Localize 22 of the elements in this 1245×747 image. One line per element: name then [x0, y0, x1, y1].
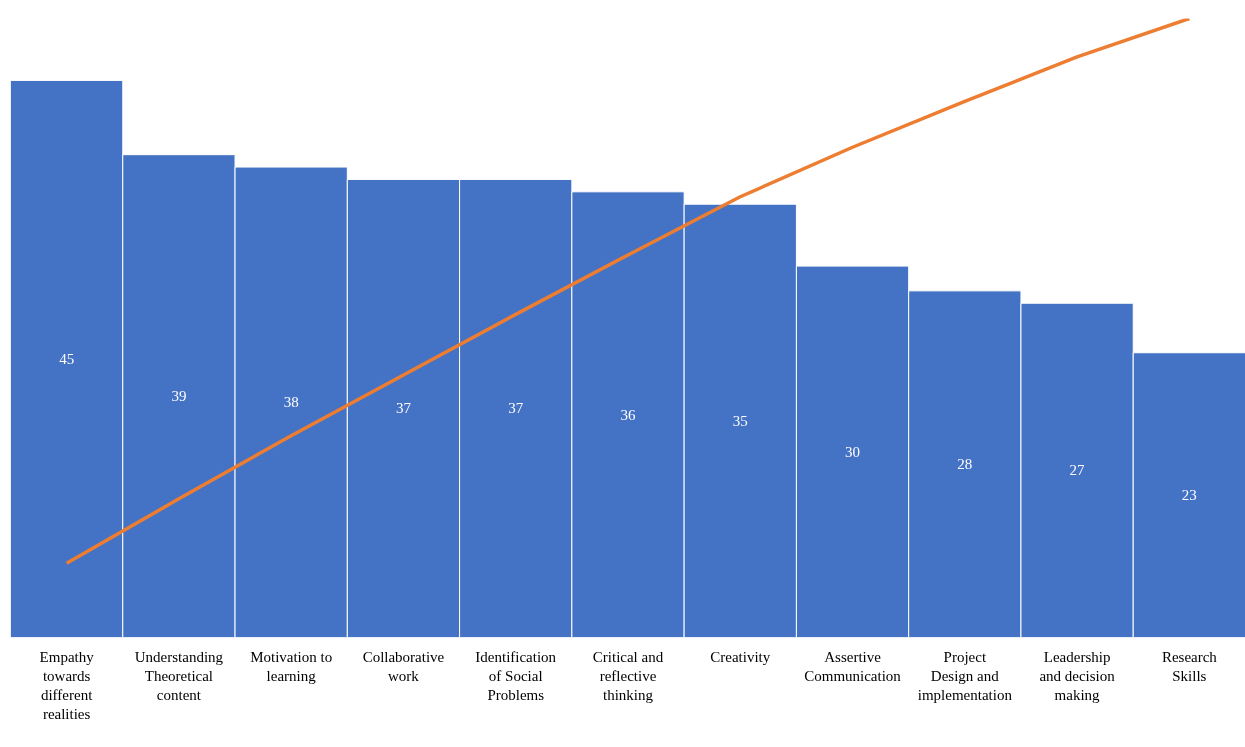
x-tick-label: Creativity: [710, 648, 771, 665]
data-label: 38: [283, 394, 299, 411]
x-tick-label: Identification of Social Problems: [475, 648, 557, 703]
data-label: 28: [957, 456, 973, 473]
x-tick-label: Leadership and decision making: [1039, 648, 1116, 703]
x-tick-label: Understanding Theoretical content: [134, 648, 224, 703]
x-tick-label: Collaborative work: [362, 648, 445, 684]
data-label: 27: [1069, 462, 1086, 479]
data-label: 35: [732, 412, 748, 429]
x-tick-label: Motivation to learning: [250, 648, 333, 684]
data-label: 45: [59, 350, 75, 367]
data-label: 23: [1181, 487, 1197, 504]
x-tick-label: Project Design and implementation: [917, 648, 1013, 703]
data-label: 30: [845, 443, 861, 460]
x-tick-label: Assertive Communication: [804, 648, 902, 684]
x-tick-label: Critical and reflective thinking: [592, 648, 664, 703]
x-tick-label: Empathy towards different realities: [39, 648, 95, 723]
data-label: 37: [395, 400, 412, 417]
x-tick-label: Research Skills: [1161, 648, 1218, 684]
data-label: 36: [620, 406, 636, 423]
data-label: 39: [171, 388, 187, 405]
data-label: 37: [508, 400, 524, 417]
